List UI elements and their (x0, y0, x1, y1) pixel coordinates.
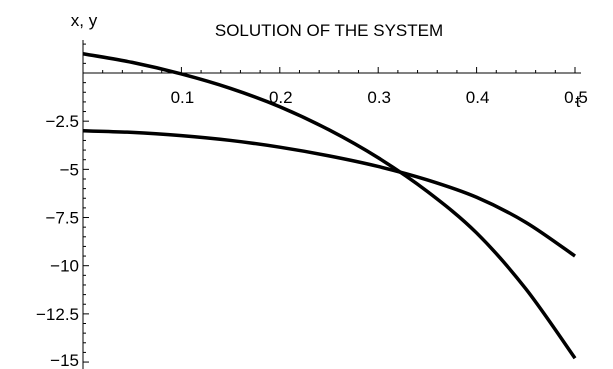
y-tick-label: −5 (60, 160, 79, 179)
y-axis-title: x, y (71, 11, 98, 30)
y-tick-label: −7.5 (45, 209, 79, 228)
x-tick-label: 0.1 (171, 88, 195, 107)
x-axis-title: t (576, 92, 581, 111)
y-tick-label: −15 (50, 351, 79, 369)
ticks: 0.1 0.2 0.3 0.4 0.5 −2.5 −5 −7.5 −10 −12.5 −15 (36, 43, 588, 369)
y-tick-label: −12.5 (36, 305, 79, 324)
x-tick-label: 0.2 (269, 88, 293, 107)
axes (82, 40, 581, 369)
series-line-2 (82, 129, 576, 258)
y-tick-label: −2.5 (45, 112, 79, 131)
chart-title: SOLUTION OF THE SYSTEM (215, 21, 443, 40)
x-tick-label: 0.5 (564, 88, 588, 107)
x-tick-label: 0.3 (367, 88, 391, 107)
series-line-1 (82, 52, 577, 360)
series (82, 52, 577, 360)
x-tick-label: 0.4 (466, 88, 490, 107)
y-tick-label: −10 (50, 257, 79, 276)
